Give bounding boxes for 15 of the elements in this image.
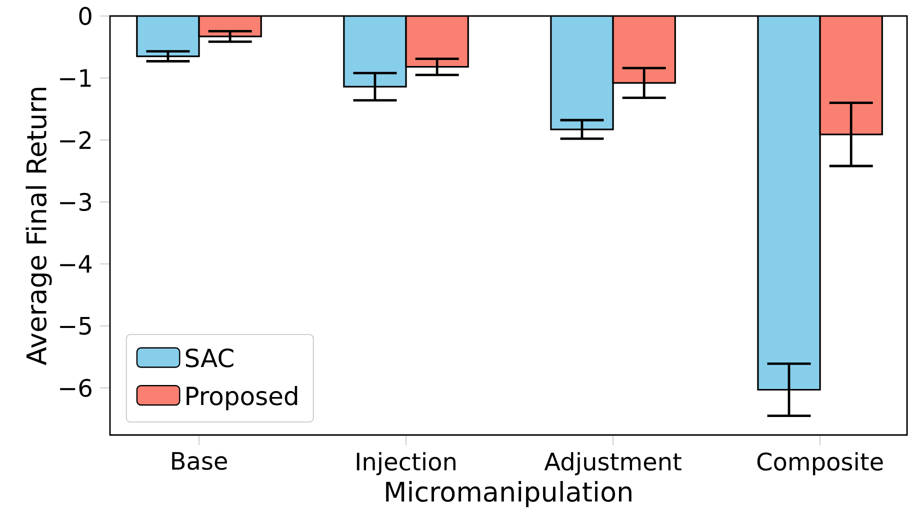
y-tick-label: −4 xyxy=(60,255,92,273)
y-tick-label: −2 xyxy=(60,131,91,149)
x-tick-label: Base xyxy=(172,452,227,470)
x-tick-label: Injection xyxy=(356,452,456,476)
y-tick-label: −5 xyxy=(60,316,91,335)
legend-label: Proposed xyxy=(186,386,298,410)
x-axis-title: Micromanipulation xyxy=(386,481,632,508)
y-axis-title: Average Final Return xyxy=(26,88,52,366)
y-tick-label: −6 xyxy=(60,378,92,397)
y-tick-label: −1 xyxy=(60,69,91,87)
x-tick-label: Adjustment xyxy=(544,452,682,476)
x-tick-label: Composite xyxy=(757,452,883,476)
y-tick-label: −3 xyxy=(60,192,91,212)
legend-label: SAC xyxy=(186,348,234,368)
y-tick-label: 0 xyxy=(79,6,92,26)
